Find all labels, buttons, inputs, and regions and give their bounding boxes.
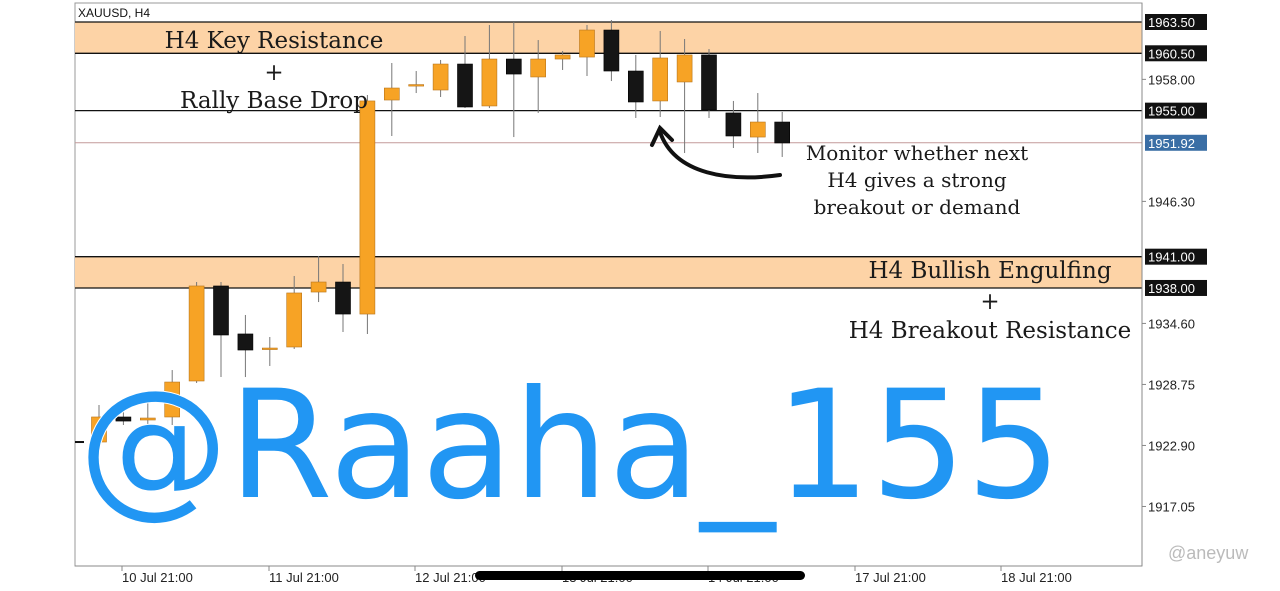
time-tick-label: 18 Jul 21:00 — [1001, 570, 1072, 585]
level-price-label: 1955.00 — [1148, 104, 1195, 119]
bullish-candle[interactable] — [554, 54, 571, 60]
annotation-line: breakout or demand — [814, 195, 1021, 219]
watermark-main: @Raaha_155 — [78, 359, 1061, 533]
bearish-candle[interactable] — [237, 333, 254, 351]
bearish-candle[interactable] — [774, 121, 791, 144]
annotation-rally-base-drop: Rally Base Drop — [180, 88, 368, 114]
annotation-line: H4 gives a strong — [827, 168, 1007, 192]
bullish-candle[interactable] — [579, 29, 595, 58]
annotation-line: Monitor whether next — [806, 141, 1028, 165]
time-tick-label: 11 Jul 21:00 — [269, 570, 339, 585]
bullish-candle[interactable] — [91, 416, 107, 443]
price-axis: 1963.50 1960.50 1955.00 1941.00 1938.00 1951.… — [1142, 14, 1207, 514]
curved-arrow-icon — [650, 124, 782, 180]
bullish-candle[interactable] — [481, 58, 498, 107]
bearish-candle[interactable] — [627, 70, 644, 103]
level-price-label: 1941.00 — [1148, 250, 1195, 265]
level-price-tag — [1145, 279, 1207, 296]
bullish-candle[interactable] — [261, 347, 278, 350]
level-price-tag — [1145, 14, 1207, 30]
monitor-annotation: Monitor whether next H4 gives a strong b… — [806, 141, 1028, 219]
bearish-candle[interactable] — [725, 112, 742, 137]
bullish-candle[interactable] — [530, 58, 547, 78]
bullish-candle[interactable] — [432, 63, 449, 91]
time-tick-label: 10 Jul 21:00 — [122, 570, 193, 585]
bullish-candle[interactable] — [286, 292, 303, 348]
price-tick-label: 1928.75 — [1148, 377, 1195, 392]
bullish-candle[interactable] — [164, 381, 180, 418]
bearish-candle[interactable] — [505, 58, 522, 75]
bearish-candle[interactable] — [457, 63, 473, 108]
bid-price-label: 1951.92 — [1148, 136, 1195, 151]
level-price-tag — [1145, 102, 1207, 119]
candles — [91, 20, 791, 468]
bullish-candle[interactable] — [676, 54, 693, 83]
bearish-candle[interactable] — [213, 285, 229, 336]
time-tick-label: 17 Jul 21:00 — [855, 570, 926, 585]
bullish-candle[interactable] — [408, 84, 425, 87]
bullish-candle[interactable] — [652, 57, 669, 102]
bid-price-tag — [1145, 134, 1207, 151]
annotation-breakout-resistance: H4 Breakout Resistance — [849, 318, 1132, 344]
top-zone-annotation: H4 Key Resistance + Rally Base Drop — [165, 28, 384, 114]
time-tick-label: 12 Jul 21:00 — [415, 570, 486, 585]
bullish-candle[interactable] — [749, 121, 766, 138]
bullish-candle[interactable] — [140, 417, 156, 421]
resistance-zone — [75, 256, 1142, 288]
annotation-bullish-engulfing: H4 Bullish Engulfing — [868, 258, 1111, 284]
price-tick-label: 1958.00 — [1148, 72, 1195, 87]
level-price-label: 1960.50 — [1148, 46, 1195, 61]
bearish-candle[interactable] — [701, 54, 717, 111]
symbol-label: XAUUSD, H4 — [78, 6, 150, 20]
watermark-corner: @aneyuw — [1168, 543, 1249, 563]
annotation-plus: + — [264, 60, 283, 86]
level-price-label: 1963.50 — [1148, 15, 1195, 30]
level-price-label: 1938.00 — [1148, 281, 1195, 296]
level-price-tag — [1145, 248, 1207, 265]
bullish-candle[interactable] — [188, 285, 205, 382]
bearish-candle[interactable] — [603, 29, 620, 72]
price-tick-label: 1946.30 — [1148, 194, 1195, 209]
bullish-candle[interactable] — [359, 100, 376, 315]
price-tick-label: 1934.60 — [1148, 316, 1195, 331]
price-tick-label: 1922.90 — [1148, 438, 1195, 453]
bullish-candle[interactable] — [383, 87, 400, 101]
price-tick-label: 1917.05 — [1148, 499, 1195, 514]
bearish-candle[interactable] — [115, 416, 132, 422]
annotation-key-resistance: H4 Key Resistance — [165, 28, 384, 54]
level-price-tag — [1145, 45, 1207, 62]
bearish-candle[interactable] — [335, 281, 351, 315]
bottom-zone-annotation: H4 Bullish Engulfing + H4 Breakout Resis… — [849, 258, 1132, 344]
scrollbar-handle[interactable] — [475, 571, 805, 580]
annotation-plus: + — [980, 289, 999, 315]
bullish-candle[interactable] — [310, 281, 327, 293]
